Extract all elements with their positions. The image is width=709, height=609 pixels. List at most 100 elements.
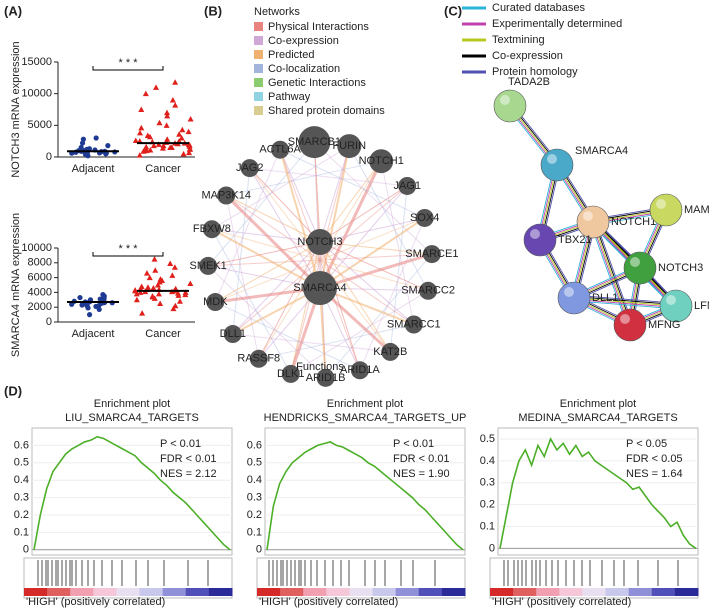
- edge: [208, 241, 321, 267]
- node-shine: [630, 257, 640, 267]
- gene-label: DLK1: [277, 368, 305, 380]
- dot: [138, 106, 145, 112]
- dot: [170, 305, 177, 312]
- protein-label: TADA2B: [508, 76, 550, 88]
- dot: [174, 290, 181, 296]
- y-tick-label: 0.5: [247, 457, 262, 469]
- protein-node: [613, 308, 647, 342]
- edge: [380, 161, 415, 325]
- edge: [319, 241, 361, 371]
- stat-annotation: FDR < 0.05: [626, 453, 683, 465]
- y-tick-label: 2000: [28, 301, 52, 313]
- y-tick-label: 0.5: [14, 457, 29, 469]
- edge: [211, 228, 429, 292]
- gene-node: [271, 140, 290, 159]
- rank-gradient: [582, 588, 607, 596]
- edge: [211, 228, 321, 289]
- network-footer: Functions: [296, 361, 344, 373]
- edges: [207, 141, 433, 379]
- node-shine: [500, 95, 510, 105]
- gene-node: [404, 315, 423, 334]
- rank-gradient: [628, 588, 653, 596]
- legend-label: Experimentally determined: [492, 18, 622, 30]
- dot: [143, 143, 150, 150]
- y-tick-label: 10000: [21, 242, 52, 254]
- rank-gradient: [24, 588, 48, 596]
- dot: [84, 303, 90, 309]
- protein-node: [493, 89, 527, 123]
- gene-label: RASSF8: [237, 353, 280, 365]
- gene-label: SMARCB1: [288, 136, 341, 148]
- edge: [319, 217, 425, 243]
- edge: [225, 195, 260, 359]
- stat-annotation: P < 0.05: [626, 438, 667, 450]
- protein-label: DLL1: [592, 292, 618, 304]
- dot: [86, 146, 93, 152]
- dot: [146, 274, 153, 281]
- protein-label: MFNG: [648, 319, 680, 331]
- y-tick-label: 0: [256, 544, 262, 556]
- plot-title: Enrichment plot: [327, 398, 403, 410]
- gene-label: ARID1A: [340, 364, 380, 376]
- protein-label: SMARCA4: [575, 145, 628, 157]
- x-tick-label: Cancer: [145, 163, 181, 175]
- gene-node: [398, 176, 417, 195]
- edge: [215, 241, 321, 303]
- edge: [319, 185, 408, 243]
- stat-annotation: NES = 1.90: [393, 468, 450, 480]
- gene-node: [419, 281, 438, 300]
- gene-node: [350, 361, 369, 380]
- legend-label: Curated databases: [492, 2, 585, 14]
- rank-gradient: [513, 588, 537, 596]
- y-tick-label: 0.6: [14, 439, 29, 451]
- dot: [150, 142, 157, 149]
- legend-swatch: [254, 92, 263, 101]
- rank-gradient: [116, 588, 141, 596]
- es-curve: [499, 437, 697, 550]
- node-shine: [656, 199, 666, 209]
- dot: [132, 137, 139, 144]
- dot: [172, 285, 179, 292]
- rank-gradient: [490, 588, 514, 596]
- gene-node: [369, 149, 394, 174]
- y-tick-label: 0.4: [480, 455, 495, 467]
- protein-label: LFNG: [694, 300, 709, 312]
- edge: [207, 141, 315, 267]
- dot: [144, 132, 151, 138]
- legend-swatch: [254, 36, 263, 45]
- dot: [178, 135, 185, 141]
- footer-label: 'HIGH' (positively correlated): [259, 596, 398, 608]
- significance: * * *: [119, 57, 139, 69]
- dot: [187, 280, 194, 287]
- node-shine: [620, 314, 630, 324]
- query-node: [303, 271, 337, 305]
- panel-label: (C): [444, 3, 462, 18]
- edge: [389, 185, 408, 352]
- gene-label: ACTL6A: [259, 144, 301, 156]
- y-tick-label: 0.3: [247, 491, 262, 503]
- y-tick-label: 0.4: [14, 474, 29, 486]
- legend-swatch: [254, 64, 263, 73]
- y-axis-label: SMARCA4 mRNA expression: [10, 213, 22, 357]
- dot: [105, 143, 111, 149]
- rank-gradient: [326, 588, 350, 596]
- gene-label: MAP3K14: [201, 189, 251, 201]
- stat-annotation: P < 0.01: [393, 438, 434, 450]
- protein-label: NOTCH1: [611, 216, 656, 228]
- y-tick-label: 0.6: [247, 439, 262, 451]
- edge: [290, 145, 350, 375]
- y-tick-label: 8000: [28, 257, 52, 269]
- y-tick-label: 5000: [28, 119, 52, 131]
- gene-label: NOTCH3: [297, 236, 342, 248]
- edge: [314, 141, 433, 255]
- gene-label: FURIN: [332, 140, 366, 152]
- rank-gradient: [257, 588, 281, 596]
- protein-node: [540, 148, 574, 182]
- edge: [318, 160, 383, 289]
- gene-label: SMARCA4: [293, 282, 346, 294]
- y-tick-label: 0.3: [480, 477, 495, 489]
- interaction-edge: [574, 296, 677, 306]
- edge: [319, 252, 433, 290]
- edge: [319, 241, 432, 255]
